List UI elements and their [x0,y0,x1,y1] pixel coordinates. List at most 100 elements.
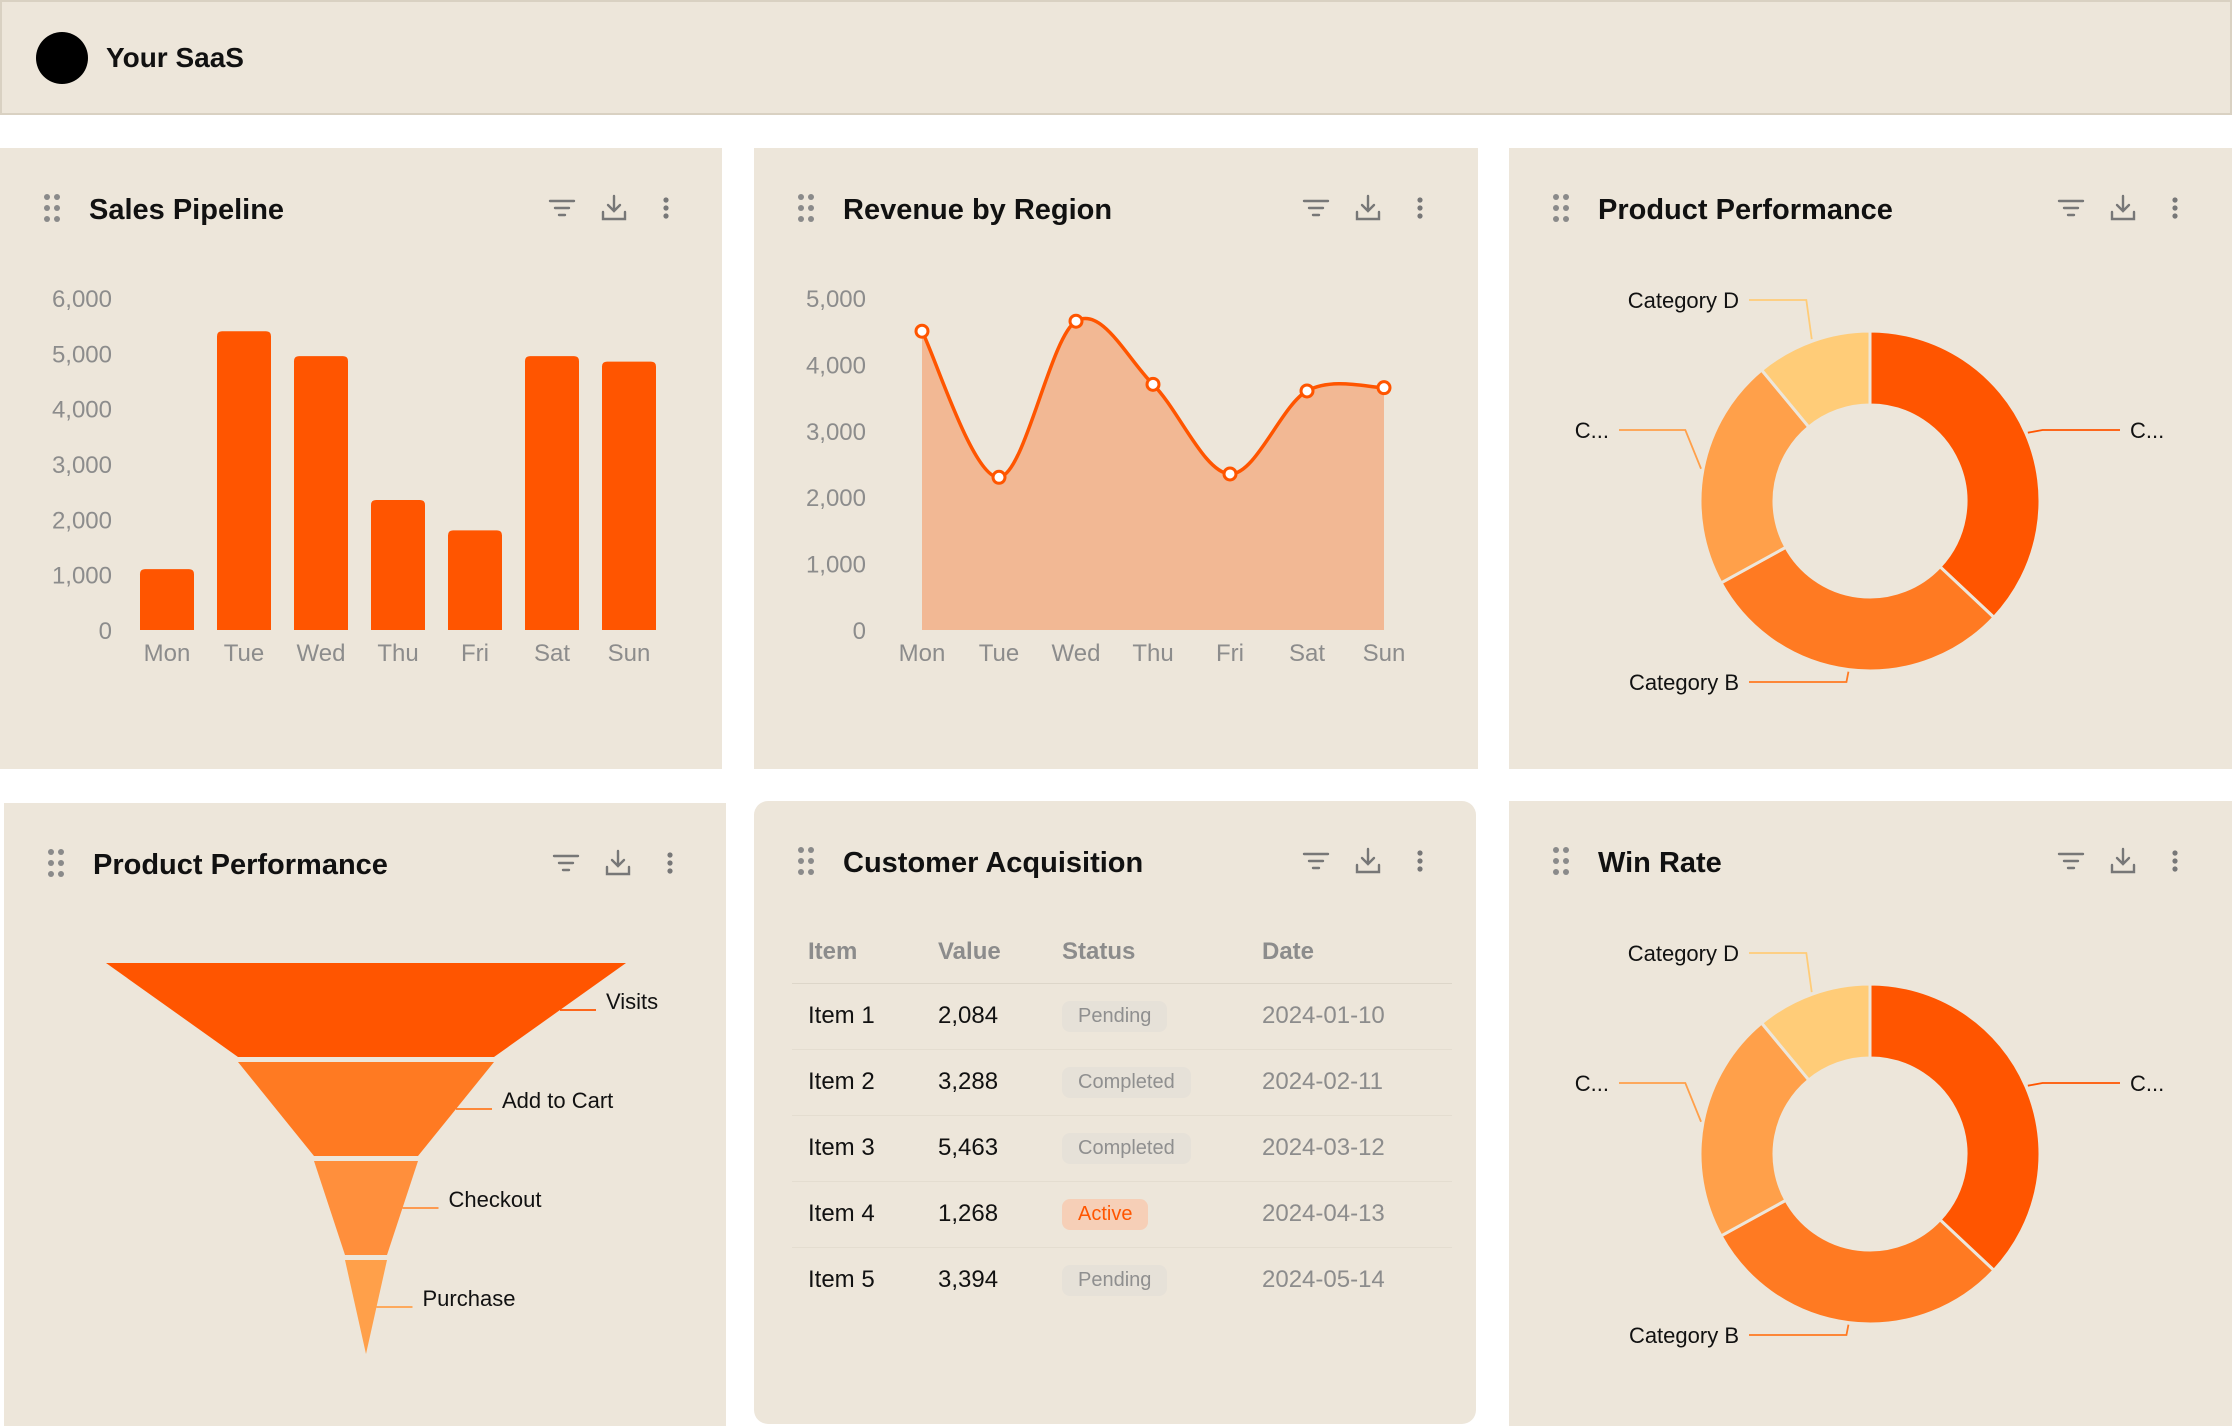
download-arrow [2115,847,2131,866]
card-header: Product Performance [4,803,726,913]
leader-line [1619,1082,1702,1123]
logo[interactable] [36,31,88,84]
donut-slice [1759,982,1872,1083]
leader-line [2027,1082,2120,1087]
download-glyph [2110,194,2136,221]
drag-dot [798,847,804,853]
table-row[interactable]: Item 2 3,288 Completed 2024-02-11 [792,1049,1452,1116]
filter-icon[interactable] [2055,845,2087,877]
item-cell: Item 2 [792,1049,922,1116]
more-vertical-icon[interactable] [1404,845,1436,877]
download-icon[interactable] [598,192,630,224]
donut-slice [1718,545,1997,673]
column-header[interactable]: Date [1246,921,1452,984]
more-vertical-icon[interactable] [1404,192,1436,224]
y-tick-label: 1,000 [52,563,112,590]
date-cell: 2024-04-13 [1246,1181,1452,1248]
more-dot [663,205,669,211]
more-vertical-icon[interactable] [2159,192,2191,224]
more-glyph [1417,850,1423,872]
download-arrow [1360,194,1376,213]
card-customer-acquisition: Customer Acquisition Item Value Status D… [754,801,1476,1424]
x-tick-label: Mon [144,640,191,667]
bar [371,499,425,630]
more-glyph [1417,197,1423,219]
data-point [1299,383,1315,399]
filter-icon[interactable] [550,847,582,879]
filter-glyph [1302,852,1330,870]
more-dot [667,868,673,874]
slice-label: C... [2130,1071,2164,1096]
status-badge: Pending [1062,1000,1168,1032]
drag-dot [1553,216,1559,222]
filter-icon[interactable] [1300,845,1332,877]
download-icon[interactable] [602,847,634,879]
download-glyph [2110,847,2136,874]
drag-handle-icon[interactable] [798,194,816,222]
card-product-performance-funnel: Product Performance Visits Add to Cart Che… [4,803,726,1426]
more-glyph [667,852,673,874]
table-row[interactable]: Item 1 2,084 Pending 2024-01-10 [792,983,1452,1050]
bar [140,569,194,630]
x-tick-label: Wed [297,640,346,667]
download-tray [1355,210,1381,221]
download-icon[interactable] [2107,845,2139,877]
drag-handle-icon[interactable] [1553,194,1571,222]
drag-handle-icon[interactable] [44,194,62,222]
drag-dot [1553,858,1559,864]
leader-line [1619,429,1702,470]
column-header[interactable]: Value [922,921,1046,984]
filter-glyph [2057,852,2085,870]
download-icon[interactable] [2107,192,2139,224]
leader-line [1749,952,1813,993]
filter-icon[interactable] [1300,192,1332,224]
leader-line [1749,299,1813,340]
drag-dot [1563,216,1569,222]
download-tray [601,210,627,221]
value-cell: 5,463 [922,1115,1046,1182]
status-badge: Completed [1062,1132,1191,1164]
date-cell: 2024-03-12 [1246,1115,1452,1182]
x-tick-label: Fri [1216,640,1244,667]
drag-dot [1563,858,1569,864]
funnel-segment [238,1062,494,1156]
more-vertical-icon[interactable] [2159,845,2191,877]
table-row[interactable]: Item 5 3,394 Pending 2024-05-14 [792,1247,1452,1313]
win-rate-donut-chart: C... Category B C... Category D [1575,941,2164,1348]
more-vertical-icon[interactable] [650,192,682,224]
more-vertical-icon[interactable] [654,847,686,879]
card-header: Sales Pipeline [0,148,722,258]
filter-icon[interactable] [2055,192,2087,224]
column-header[interactable]: Status [1046,921,1246,984]
drag-handle-icon[interactable] [798,847,816,875]
more-dot [2172,866,2178,872]
slice-label: C... [1575,418,1609,443]
funnel-label: Checkout [449,1187,542,1212]
x-tick-label: Tue [224,640,264,667]
filter-glyph [2057,199,2085,217]
drag-handle-icon[interactable] [1553,847,1571,875]
more-dot [2172,197,2178,203]
download-icon[interactable] [1352,192,1384,224]
column-header[interactable]: Item [792,921,922,984]
drag-dot [44,194,50,200]
drag-dot [54,194,60,200]
item-cell: Item 5 [808,1266,875,1294]
card-header: Win Rate [1509,801,2232,911]
item-cell: Item 3 [792,1115,922,1182]
drag-handle-icon[interactable] [48,849,66,877]
x-tick-label: Thu [377,640,418,667]
more-dot [2172,213,2178,219]
data-point [1376,380,1392,396]
y-tick-label: 0 [853,618,866,645]
download-icon[interactable] [1352,845,1384,877]
table-row[interactable]: Item 4 1,268 Active 2024-04-13 [792,1181,1452,1248]
y-tick-label: 4,000 [806,352,866,379]
table-row[interactable]: Item 3 5,463 Completed 2024-03-12 [792,1115,1452,1182]
drag-dot [798,216,804,222]
filter-icon[interactable] [546,192,578,224]
download-glyph [601,194,627,221]
funnel-label: Visits [606,989,658,1014]
download-arrow [606,194,622,213]
drag-dot [1563,847,1569,853]
